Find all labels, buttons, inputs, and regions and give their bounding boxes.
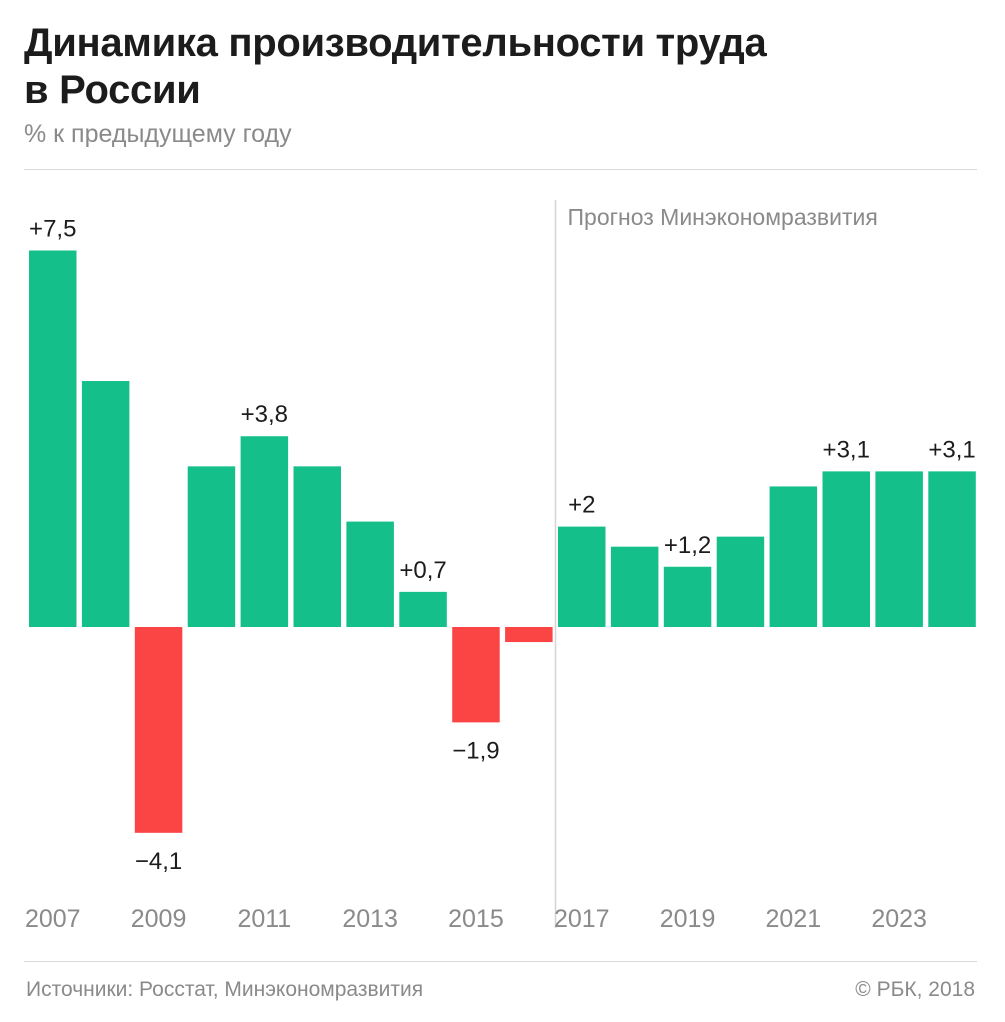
value-label-2022: +3,1 — [823, 436, 870, 463]
bar-2017 — [558, 526, 606, 627]
bar-2015 — [452, 627, 500, 723]
tick-label-2013: 2013 — [342, 905, 398, 933]
tick-label-2007: 2007 — [25, 905, 81, 933]
chart-title: Динамика производительности труда в Росс… — [24, 20, 984, 114]
chart-title-line2: в России — [24, 68, 201, 112]
value-label-2007: +7,5 — [29, 216, 76, 243]
bottom-divider — [24, 961, 977, 962]
bar-2008 — [81, 381, 130, 627]
value-label-2011: +3,8 — [241, 401, 288, 428]
value-label-2017: +2 — [568, 492, 595, 519]
bar-2014 — [399, 591, 447, 627]
bar-2018 — [610, 546, 659, 627]
top-divider — [24, 169, 977, 170]
bar-2012 — [293, 466, 341, 627]
value-label-2024: +3,1 — [928, 436, 975, 463]
copyright-note: © РБК, 2018 — [855, 978, 975, 1001]
forecast-label: Прогноз Минэкономразвития — [568, 204, 878, 230]
tick-label-2021: 2021 — [766, 905, 822, 933]
value-label-2014: +0,7 — [399, 557, 446, 584]
tick-label-2009: 2009 — [131, 905, 187, 933]
bar-chart: Прогноз Минэкономразвития +7,5 2007 −4,1 200… — [25, 200, 976, 933]
bar-2010 — [187, 466, 236, 627]
bar-2024 — [928, 471, 976, 627]
tick-label-2017: 2017 — [554, 905, 610, 933]
tick-label-2015: 2015 — [448, 905, 504, 933]
value-label-2009: −4,1 — [135, 848, 182, 875]
bar-2016 — [505, 627, 553, 643]
chart-title-line1: Динамика производительности труда — [24, 21, 767, 65]
bar-2021 — [769, 486, 818, 627]
bar-2013 — [346, 521, 394, 627]
bar-2007 — [29, 250, 77, 627]
tick-label-2023: 2023 — [871, 905, 927, 933]
tick-label-2019: 2019 — [660, 905, 716, 933]
bar-2020 — [716, 536, 765, 627]
value-label-2019: +1,2 — [664, 532, 711, 559]
sources-note: Источники: Росстат, Минэкономразвития — [26, 978, 424, 1001]
bar-2009 — [134, 627, 183, 833]
tick-label-2011: 2011 — [237, 905, 291, 933]
chart-subtitle: % к предыдущему году — [24, 120, 292, 148]
bar-2011 — [240, 436, 289, 627]
bar-2022 — [822, 471, 870, 627]
bar-2023 — [875, 471, 923, 627]
bar-2019 — [663, 566, 712, 627]
value-label-2015: −1,9 — [452, 737, 499, 764]
